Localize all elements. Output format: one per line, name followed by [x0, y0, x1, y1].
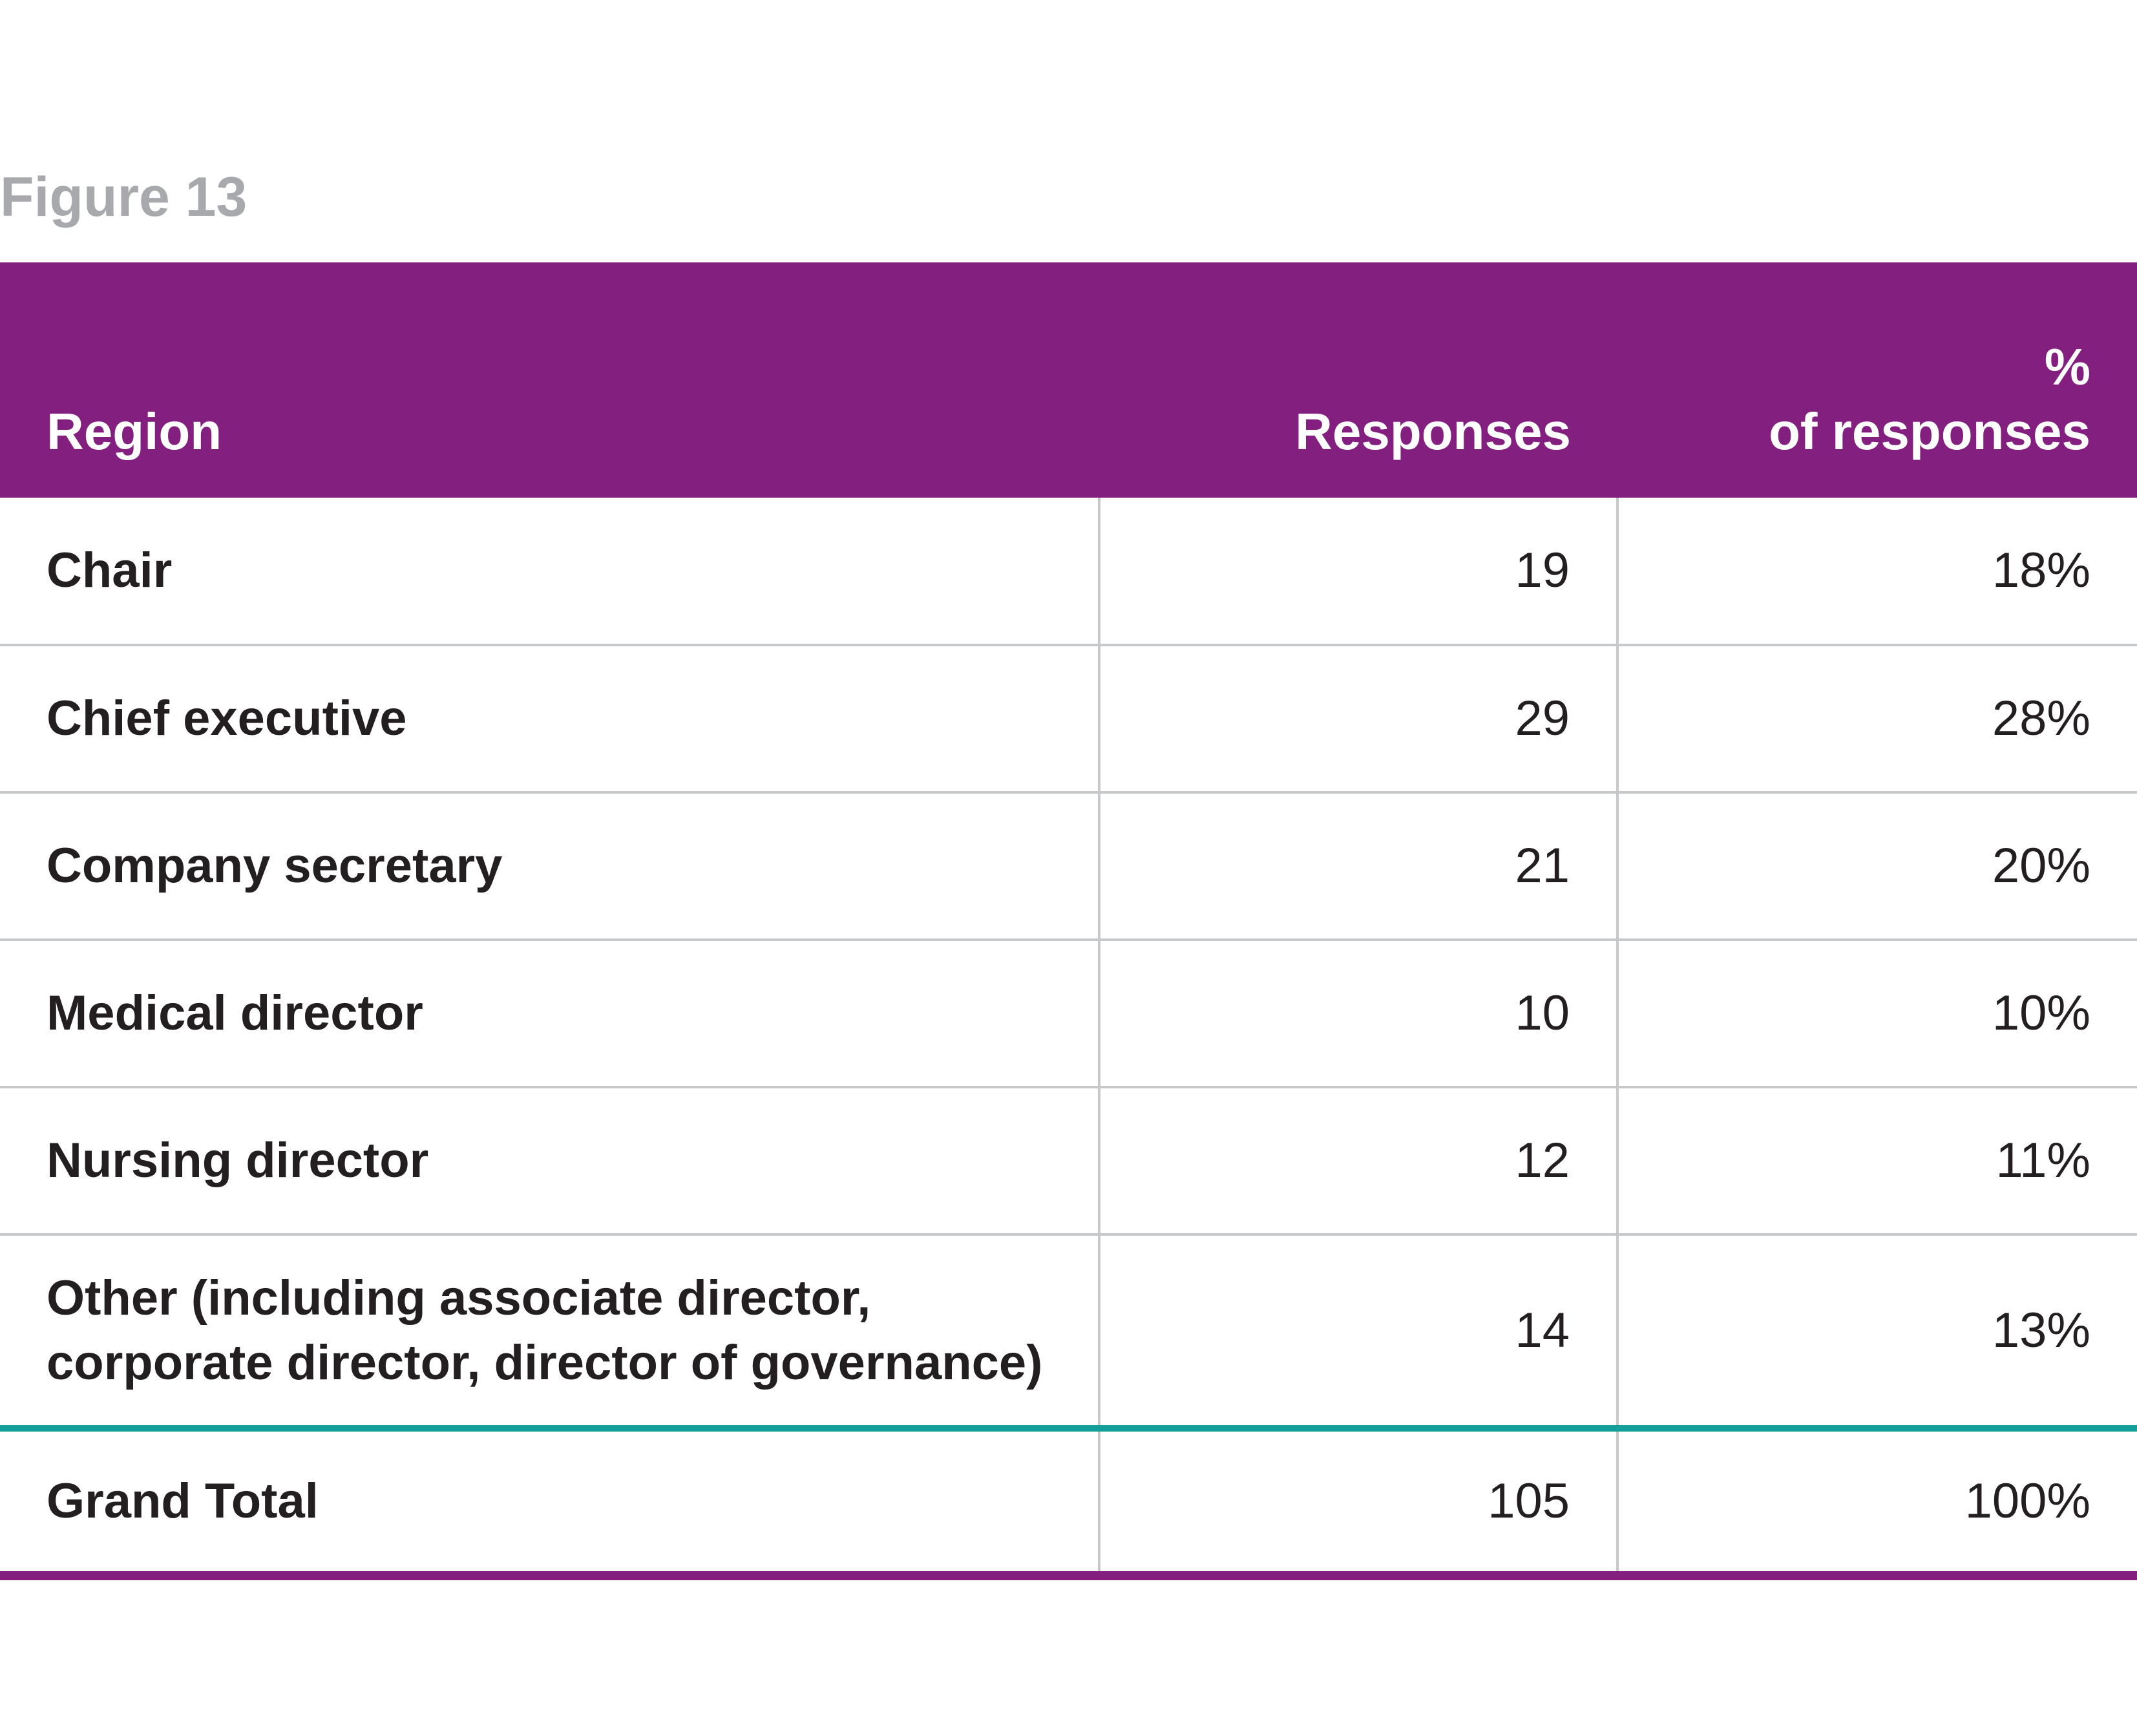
row-responses: 21: [1098, 792, 1617, 941]
row-percent: 10%: [1616, 940, 2137, 1088]
row-label: Company secretary: [0, 792, 1099, 941]
row-label: Nursing director: [0, 1087, 1099, 1236]
table-row: Other (including associate director, corp…: [0, 1234, 2137, 1432]
grand-total-label: Grand Total: [0, 1428, 1099, 1580]
grand-total-row: Grand Total 105 100%: [0, 1428, 2137, 1580]
row-label: Chair: [0, 498, 1099, 646]
row-label-line2: corporate director, director of governan…: [47, 1335, 1043, 1390]
table-row: Chair 19 18%: [0, 498, 2137, 646]
table-header-row: Region Responses % of responses: [0, 262, 2137, 498]
row-responses: 19: [1098, 498, 1617, 646]
column-header-percent-line1: %: [2044, 338, 2090, 396]
row-percent: 18%: [1616, 498, 2137, 646]
table-row: Medical director 10 10%: [0, 940, 2137, 1088]
row-label: Other (including associate director, corp…: [0, 1234, 1099, 1432]
grand-total-responses: 105: [1098, 1428, 1617, 1580]
column-header-responses: Responses: [1099, 262, 1617, 498]
row-percent: 20%: [1616, 792, 2137, 941]
row-percent: 11%: [1616, 1087, 2137, 1236]
column-header-percent: % of responses: [1617, 262, 2137, 498]
row-percent: 13%: [1616, 1234, 2137, 1432]
row-responses: 14: [1098, 1234, 1617, 1432]
row-label: Medical director: [0, 940, 1099, 1088]
row-label: Chief executive: [0, 645, 1099, 794]
grand-total-percent: 100%: [1616, 1428, 2137, 1580]
table-row: Company secretary 21 20%: [0, 792, 2137, 941]
table-row: Chief executive 29 28%: [0, 645, 2137, 794]
responses-table: Region Responses % of responses Chair 19 …: [0, 262, 2137, 1580]
figure-title: Figure 13: [0, 166, 247, 228]
row-percent: 28%: [1616, 645, 2137, 794]
column-header-percent-line2: of responses: [1769, 403, 2090, 460]
row-label-line1: Other (including associate director,: [47, 1270, 871, 1326]
table-row: Nursing director 12 11%: [0, 1087, 2137, 1236]
row-responses: 29: [1098, 645, 1617, 794]
row-responses: 12: [1098, 1087, 1617, 1236]
row-responses: 10: [1098, 940, 1617, 1088]
column-header-region: Region: [0, 262, 1099, 498]
